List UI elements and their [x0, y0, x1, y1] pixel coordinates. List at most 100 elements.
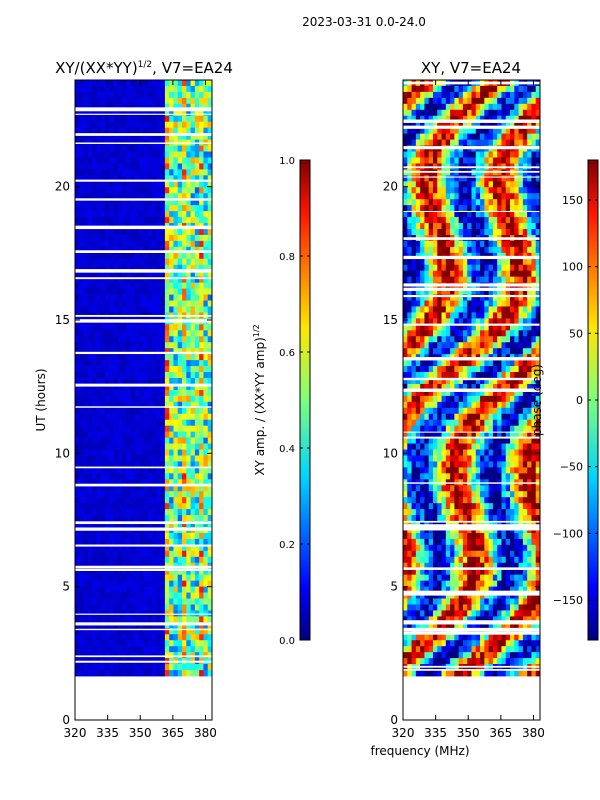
phase-heat-cell: [505, 157, 511, 164]
phase-heat-cell: [432, 246, 438, 254]
amplitude-heat-cell: [152, 580, 157, 587]
phase-heat-cell: [441, 139, 447, 146]
amplitude-heat-cell: [203, 419, 209, 427]
phase-heat-cell: [454, 336, 460, 343]
amplitude-heat-cell: [79, 145, 84, 152]
phase-heat-cell: [510, 383, 515, 391]
amplitude-heat-cell: [199, 389, 204, 397]
amplitude-heat-cell: [186, 151, 191, 158]
phase-heat-cell: [467, 115, 472, 123]
amplitude-heat-cell: [169, 336, 174, 343]
amplitude-heat-cell: [177, 109, 183, 117]
amplitude-heat-cell: [160, 395, 166, 403]
amplitude-heat-cell: [75, 383, 80, 391]
amplitude-heat-cell: [177, 157, 183, 164]
amplitude-heat-cell: [113, 574, 119, 582]
amplitude-heat-cell: [104, 205, 110, 212]
phase-heat-cell: [484, 85, 490, 93]
amplitude-heat-cell: [126, 413, 132, 421]
amplitude-heat-cell: [199, 592, 204, 599]
amplitude-heat-cell: [83, 109, 89, 117]
phase-heat-cell: [535, 276, 540, 284]
amplitude-heat-cell: [104, 389, 110, 397]
amplitude-heat-cell: [92, 270, 97, 278]
amplitude-heat-cell: [130, 354, 136, 361]
phase-heat-cell: [484, 360, 490, 367]
amplitude-heat-cell: [75, 401, 80, 409]
amplitude-heat-cell: [173, 133, 179, 140]
phase-heat-cell: [424, 223, 430, 230]
amplitude-heat-cell: [177, 342, 183, 349]
phase-heat-cell: [415, 205, 421, 212]
phase-heat-cell: [467, 133, 472, 140]
amplitude-heat-cell: [207, 157, 212, 164]
phase-heat-cell: [445, 378, 451, 385]
phase-heat-cell: [407, 199, 412, 206]
amplitude-heat-cell: [100, 276, 106, 284]
amplitude-heat-cell: [160, 211, 166, 218]
phase-heat-cell: [492, 246, 498, 254]
amplitude-heat-cell: [164, 163, 170, 170]
amplitude-heat-cell: [160, 628, 166, 635]
amplitude-heat-cell: [190, 455, 196, 462]
phase-heat-cell: [432, 133, 438, 140]
phase-heat-cell: [467, 121, 472, 129]
amplitude-heat-cell: [203, 348, 209, 355]
amplitude-heat-cell: [147, 413, 153, 421]
amplitude-heat-cell: [199, 163, 204, 170]
phase-heat-cell: [420, 330, 425, 337]
phase-heat-cell: [480, 276, 485, 284]
amplitude-heat-cell: [104, 598, 110, 605]
amplitude-heat-cell: [182, 413, 187, 421]
amplitude-heat-cell: [75, 205, 80, 212]
amplitude-heat-cell: [109, 646, 114, 653]
amplitude-heat-cell: [126, 80, 132, 87]
phase-heat-cell: [471, 366, 477, 373]
phase-heat-cell: [403, 229, 408, 236]
amplitude-heat-cell: [203, 604, 209, 611]
amplitude-heat-cell: [92, 378, 97, 385]
phase-heat-cell: [450, 103, 455, 111]
amplitude-heat-cell: [186, 491, 191, 498]
amplitude-heat-cell: [83, 348, 89, 355]
amplitude-heat-cell: [194, 473, 200, 480]
amplitude-heat-cell: [113, 294, 119, 301]
phase-heat-cell: [458, 324, 464, 331]
amplitude-heat-cell: [190, 145, 196, 152]
phase-heat-cell: [415, 348, 421, 355]
amplitude-heat-cell: [83, 437, 89, 444]
amplitude-heat-cell: [194, 378, 200, 385]
amplitude-heat-cell: [199, 431, 204, 438]
amplitude-heat-cell: [143, 491, 149, 498]
amplitude-heat-cell: [152, 652, 157, 659]
amplitude-heat-cell: [87, 538, 93, 546]
amplitude-heat-cell: [143, 509, 149, 516]
phase-heat-cell: [454, 264, 460, 272]
amplitude-heat-cell: [109, 622, 114, 629]
amplitude-heat-cell: [100, 80, 106, 87]
phase-heat-cell: [518, 139, 524, 146]
phase-heat-cell: [467, 199, 472, 206]
amplitude-colorbar-tick-label: 0.4: [279, 444, 295, 455]
phase-heat-cell: [531, 109, 537, 117]
phase-heat-cell: [505, 336, 511, 343]
phase-heat-cell: [527, 139, 532, 146]
phase-heat-cell: [492, 127, 498, 135]
phase-heat-cell: [462, 330, 468, 337]
amplitude-heat-cell: [134, 80, 140, 87]
phase-heat-cell: [522, 389, 528, 397]
phase-heat-cell: [488, 383, 494, 391]
amplitude-heat-cell: [156, 640, 162, 647]
phase-heat-cell: [522, 276, 528, 284]
amplitude-heat-cell: [100, 437, 106, 444]
amplitude-heat-cell: [143, 443, 149, 450]
amplitude-heat-cell: [207, 306, 212, 313]
amplitude-heat-cell: [83, 467, 89, 474]
amplitude-heat-cell: [109, 640, 114, 647]
phase-heat-cell: [475, 324, 481, 331]
amplitude-heat-cell: [109, 413, 114, 421]
phase-heat-cell: [428, 383, 434, 391]
phase-heat-cell: [454, 103, 460, 111]
amplitude-heat-cell: [122, 151, 127, 158]
phase-heat-cell: [514, 157, 519, 164]
